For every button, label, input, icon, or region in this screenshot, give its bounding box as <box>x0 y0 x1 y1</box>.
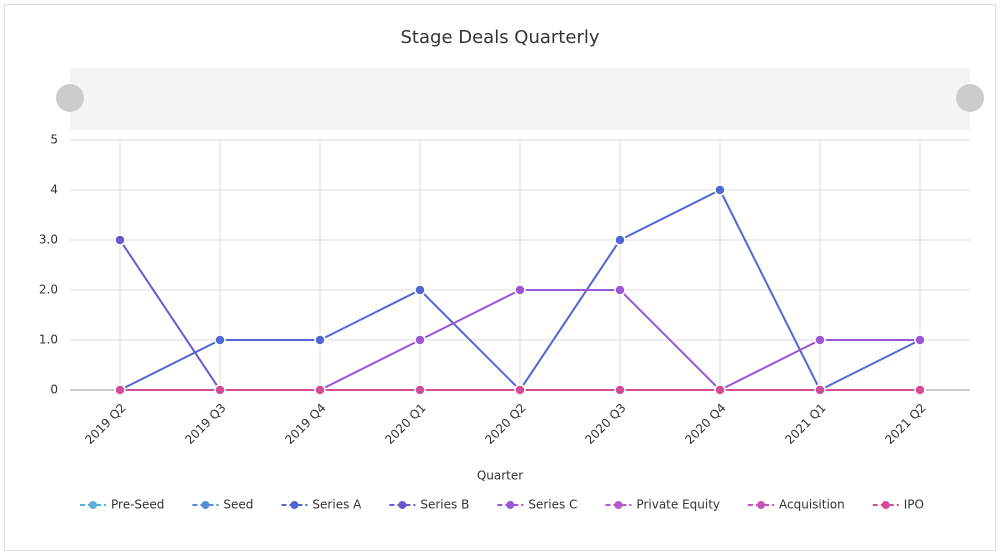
data-point <box>914 384 926 396</box>
legend-marker <box>614 501 623 509</box>
legend-marker <box>506 501 515 509</box>
data-point <box>614 234 626 246</box>
legend-marker <box>89 501 97 509</box>
data-point <box>514 384 526 396</box>
data-point <box>714 384 726 396</box>
legend-marker <box>881 501 890 509</box>
legend-label: Acquisition <box>779 498 845 512</box>
y-tick-label: 1.0 <box>39 333 58 347</box>
data-point <box>314 334 326 346</box>
data-point <box>114 234 126 246</box>
legend-marker <box>757 501 766 509</box>
y-tick-label: 0 <box>50 383 58 397</box>
data-point <box>714 184 726 196</box>
y-tick-label: 4 <box>50 183 58 197</box>
data-point <box>214 334 226 346</box>
data-point <box>514 284 526 296</box>
legend-marker <box>201 501 210 509</box>
y-tick-label: 2.0 <box>39 283 58 297</box>
data-point <box>814 334 826 346</box>
data-point <box>614 284 626 296</box>
slider-handle[interactable] <box>56 84 84 112</box>
data-point <box>314 384 326 396</box>
data-point <box>114 384 126 396</box>
legend-label: Series C <box>528 498 577 512</box>
data-point <box>414 334 426 346</box>
data-point <box>614 384 626 396</box>
x-axis-label: Quarter <box>477 469 523 483</box>
legend-marker <box>398 501 407 509</box>
legend-marker <box>290 501 299 509</box>
data-point <box>414 384 426 396</box>
slider-handle[interactable] <box>956 84 984 112</box>
y-tick-label: 5 <box>50 133 58 147</box>
data-point <box>914 334 926 346</box>
legend-label: Seed <box>223 498 253 512</box>
data-point <box>214 384 226 396</box>
zoom-slider[interactable] <box>70 68 970 130</box>
y-tick-label: 3.0 <box>39 233 58 247</box>
legend-label: Private Equity <box>636 498 720 512</box>
chart-title: Stage Deals Quarterly <box>401 27 600 48</box>
legend-label: Series A <box>312 498 362 512</box>
legend-label: Pre-Seed <box>111 498 164 512</box>
legend-label: IPO <box>904 498 924 512</box>
data-point <box>414 284 426 296</box>
legend-label: Series B <box>420 498 469 512</box>
data-point <box>814 384 826 396</box>
